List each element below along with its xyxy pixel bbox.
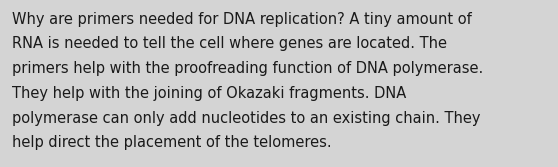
Text: They help with the joining of Okazaki fragments. DNA: They help with the joining of Okazaki fr… <box>12 86 407 101</box>
Text: primers help with the proofreading function of DNA polymerase.: primers help with the proofreading funct… <box>12 61 484 76</box>
Text: Why are primers needed for DNA replication? A tiny amount of: Why are primers needed for DNA replicati… <box>12 12 472 27</box>
Text: RNA is needed to tell the cell where genes are located. The: RNA is needed to tell the cell where gen… <box>12 36 448 51</box>
Text: polymerase can only add nucleotides to an existing chain. They: polymerase can only add nucleotides to a… <box>12 111 481 126</box>
Text: help direct the placement of the telomeres.: help direct the placement of the telomer… <box>12 135 332 150</box>
